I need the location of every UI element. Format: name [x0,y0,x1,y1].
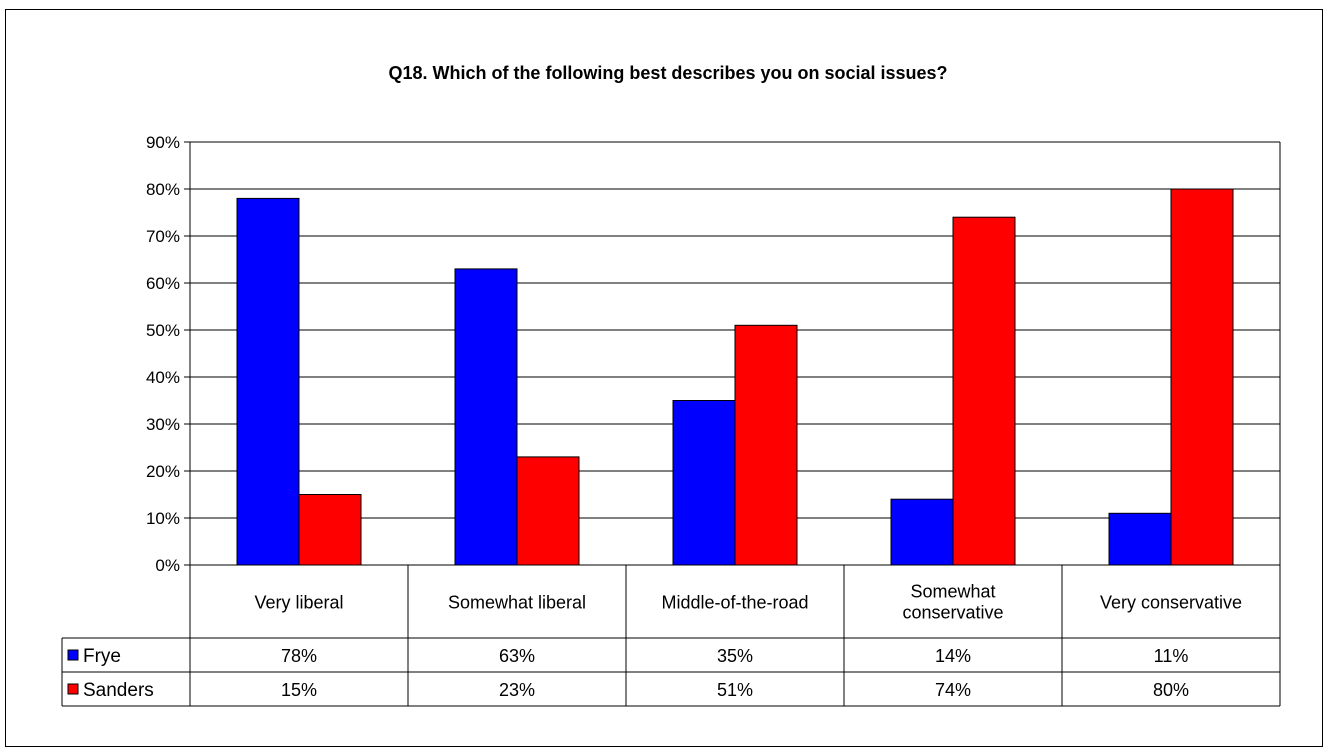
bar-sanders-3 [952,216,1016,566]
y-tick-label: 10% [146,509,180,528]
table-cell-value: 23% [499,680,535,700]
bar-frye-4 [1108,512,1172,566]
legend-label: Sanders [83,680,154,701]
y-tick-label: 80% [146,180,180,199]
bar-frye-2 [672,400,736,566]
table-cell-value: 80% [1153,680,1189,700]
chart-title: Q18. Which of the following best describ… [388,63,947,83]
bar-sanders-4 [1170,188,1234,566]
table-cell-value: 15% [281,680,317,700]
legend-key-sanders [67,683,79,695]
category-label: Somewhat liberal [448,593,586,613]
plot-area: 0% 10% 20% 30% 40% 50% 60% 70% 80% 90% Very libera… [61,133,1281,707]
legend-label: Frye [83,646,121,667]
y-tick-label: 20% [146,462,180,481]
category-label: Very conservative [1100,593,1242,613]
table-cell-value: 11% [1154,646,1189,666]
y-tick-label: 50% [146,321,180,340]
bar-sanders-1 [516,456,580,566]
table-cell-value: 14% [935,646,971,666]
category-label: Very liberal [254,593,343,613]
legend-key-frye [67,649,79,661]
y-tick-label: 60% [146,274,180,293]
y-tick-label: 0% [155,556,180,575]
bar-sanders-0 [298,494,362,566]
table-cell-value: 74% [935,680,971,700]
bar-sanders-2 [734,324,798,566]
y-tick-label: 30% [146,415,180,434]
bar-frye-0 [236,197,300,566]
y-tick-label: 40% [146,368,180,387]
category-label: conservative [902,603,1003,623]
y-tick-label: 90% [146,133,180,152]
table-cell-value: 78% [281,646,317,666]
category-label: Somewhat [910,582,995,602]
table-cell-value: 35% [717,646,753,666]
bar-frye-3 [890,498,954,566]
y-tick-label: 70% [146,227,180,246]
bar-frye-1 [454,268,518,566]
category-label: Middle-of-the-road [661,593,808,613]
table-cell-value: 51% [717,680,753,700]
table-cell-value: 63% [499,646,535,666]
